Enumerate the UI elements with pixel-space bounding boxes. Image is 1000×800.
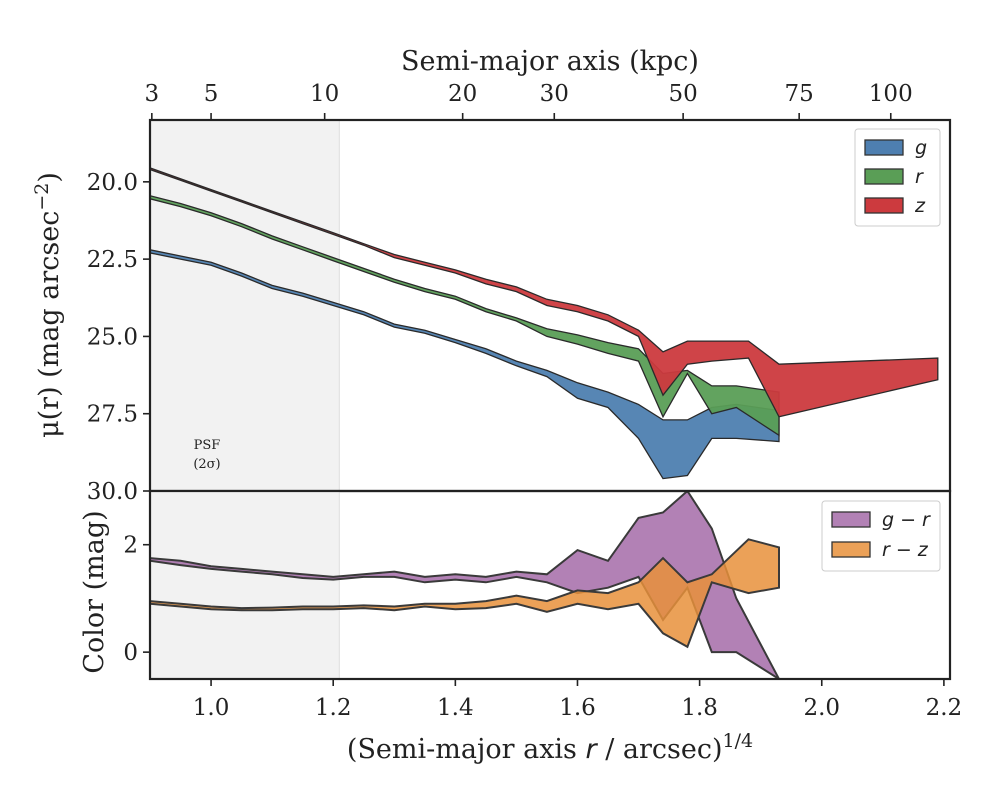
x-tick-label: 2.2 (926, 695, 963, 721)
y-tick-label: 25.0 (87, 324, 138, 350)
legend-label-r-minus-z: r − z (882, 539, 929, 561)
bottom-y-axis-label: Color (mag) (79, 510, 110, 673)
legend-swatch-z (864, 197, 904, 214)
legend-label-g: g (915, 137, 927, 159)
band-r (150, 195, 780, 437)
magnitude-bands (150, 167, 939, 480)
y-tick-label: 22.5 (87, 247, 138, 273)
x-tick-label: 1.6 (559, 695, 596, 721)
legend-swatch-r (864, 168, 904, 185)
surface-brightness-panel: 20.0 22.5 25.0 27.5 30.0 3 5 10 20 30 50 75 100 PSF… (31, 46, 952, 505)
y-tick-label: 20.0 (87, 170, 138, 196)
bottom-y-ticks: 02 (123, 533, 150, 666)
bottom-x-ticks: 1.0 1.2 1.4 1.6 1.8 2.0 2.2 (193, 679, 962, 721)
legend-swatch-g (864, 139, 904, 156)
kpc-tick-label: 10 (310, 81, 339, 107)
x-tick-label: 1.0 (193, 695, 230, 721)
legend-label-z: z (914, 195, 926, 217)
band-r-minus-z (150, 538, 780, 649)
x-tick-label: 1.2 (315, 695, 352, 721)
kpc-tick-label: 30 (540, 81, 569, 107)
top-legend: grz (854, 128, 941, 227)
psf-sigma-label: (2σ) (193, 457, 220, 472)
top-y-axis-label: μ(r) (mag arcsec−2) (31, 172, 65, 438)
legend-swatch-r-minus-z (831, 541, 871, 558)
psf-shaded-region-bottom (150, 491, 340, 679)
kpc-tick-label: 20 (448, 81, 477, 107)
top-x-axis-label: Semi-major axis (kpc) (401, 46, 699, 77)
x-tick-label: 2.0 (803, 695, 840, 721)
kpc-tick-label: 50 (668, 81, 697, 107)
psf-label: PSF (194, 438, 221, 453)
legend-swatch-g-minus-r (831, 511, 871, 528)
y-tick-label: 30.0 (87, 479, 138, 505)
top-kpc-ticks: 3 5 10 20 30 50 75 100 (145, 81, 913, 120)
y-tick-label: 27.5 (87, 402, 138, 428)
kpc-tick-label: 3 (145, 81, 160, 107)
kpc-tick-label: 75 (785, 81, 814, 107)
psf-shaded-region (150, 120, 340, 491)
color-y-tick-label: 2 (123, 533, 138, 559)
x-tick-label: 1.4 (437, 695, 474, 721)
band-z (150, 167, 939, 418)
kpc-tick-label: 100 (869, 81, 913, 107)
band-g (150, 249, 780, 480)
kpc-tick-label: 5 (204, 81, 219, 107)
color-bands (150, 491, 781, 679)
x-tick-label: 1.8 (681, 695, 718, 721)
color-y-tick-label: 0 (123, 640, 138, 666)
top-y-ticks: 20.0 22.5 25.0 27.5 30.0 (87, 170, 150, 505)
bottom-legend: g − r r − z (821, 500, 941, 572)
color-profile-panel: 02 1.0 1.2 1.4 1.6 1.8 2.0 2.2 g − rr − z Colo… (79, 489, 962, 765)
legend-label-g-minus-r: g − r (882, 509, 931, 531)
legend-label-r: r (915, 166, 924, 188)
bottom-panel-frame (148, 489, 952, 681)
bottom-x-axis-label: (Semi-major axis r / arcsec)1/4 (347, 730, 753, 765)
